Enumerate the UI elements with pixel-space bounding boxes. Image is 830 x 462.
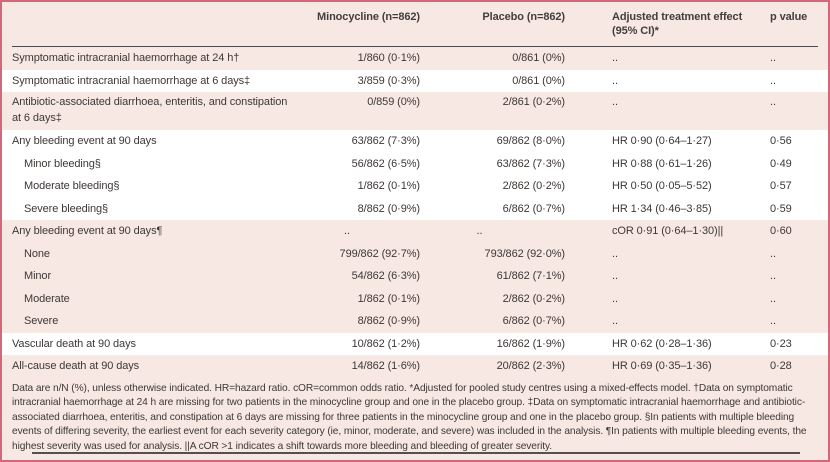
placebo-value: 793/862 (92·0%)	[484, 247, 566, 260]
minocycline-value: 3/859 (0·3%)	[357, 74, 420, 87]
p-value: 0·56	[770, 135, 792, 148]
table-row: Minor bleeding§ 56/862 (6·5%) 63/862 (7·…	[2, 152, 828, 175]
row-label: Severe bleeding§	[24, 202, 109, 215]
p-value: ..	[770, 270, 776, 283]
effect-value: ..	[612, 292, 618, 305]
row-label: All-cause death at 90 days	[12, 360, 140, 373]
table-row: Minor 54/862 (6·3%) 61/862 (7·1%) .. ..	[2, 265, 828, 288]
minocycline-value: 8/862 (0·9%)	[357, 202, 420, 215]
table-row: Any bleeding event at 90 days 63/862 (7·…	[2, 130, 828, 153]
minocycline-value: 54/862 (6·3%)	[351, 270, 421, 283]
row-label: Minor	[24, 270, 52, 283]
placebo-value: 2/862 (0·2%)	[502, 180, 565, 193]
minocycline-value: 14/862 (1·6%)	[351, 360, 421, 373]
effect-value: ..	[612, 74, 618, 87]
table-row: Severe bleeding§ 8/862 (0·9%) 6/862 (0·7…	[2, 197, 828, 220]
p-value: 0·23	[770, 337, 792, 350]
minocycline-value: 1/860 (0·1%)	[357, 52, 420, 65]
effect-value: HR 0·50 (0·05–5·52)	[612, 180, 712, 193]
header-minocycline: Minocycline (n=862)	[317, 11, 420, 23]
row-label: Any bleeding event at 90 days	[12, 135, 157, 148]
minocycline-value: 1/862 (0·1%)	[357, 292, 420, 305]
row-label: Moderate	[24, 292, 70, 305]
placebo-value: 20/862 (2·3%)	[496, 360, 566, 373]
effect-value: ..	[612, 96, 618, 108]
p-value: ..	[770, 292, 776, 305]
bottom-rule	[32, 452, 800, 454]
header-placebo: Placebo (n=862)	[482, 11, 565, 23]
minocycline-value: 10/862 (1·2%)	[351, 337, 421, 350]
placebo-value: 2/861 (0·2%)	[502, 96, 565, 108]
placebo-value: 6/862 (0·7%)	[502, 202, 565, 215]
table-row: Symptomatic intracranial haemorrhage at …	[2, 47, 828, 70]
header-adjusted-effect: Adjusted treatment effect (95% CI)*	[612, 11, 743, 37]
minocycline-value: 0/859 (0%)	[367, 96, 420, 108]
effect-value: ..	[612, 247, 618, 260]
minocycline-value: 799/862 (92·7%)	[339, 247, 421, 260]
minocycline-value: ..	[344, 225, 350, 238]
p-value: 0·49	[770, 157, 792, 170]
table-row: All-cause death at 90 days 14/862 (1·6%)…	[2, 355, 828, 378]
row-label: Severe	[24, 315, 59, 328]
effect-value: HR 1·34 (0·46–3·85)	[612, 202, 712, 215]
p-value: ..	[770, 52, 776, 65]
minocycline-value: 1/862 (0·1%)	[357, 180, 420, 193]
effect-value: ..	[612, 315, 618, 328]
effect-value: ..	[612, 52, 618, 65]
placebo-value: 2/862 (0·2%)	[502, 292, 565, 305]
row-label: Symptomatic intracranial haemorrhage at …	[12, 52, 240, 65]
row-label: Any bleeding event at 90 days¶	[12, 225, 163, 238]
table-row: None 799/862 (92·7%) 793/862 (92·0%) .. …	[2, 243, 828, 266]
row-label: Vascular death at 90 days	[12, 337, 136, 350]
minocycline-value: 63/862 (7·3%)	[351, 135, 421, 148]
effect-value: HR 0·62 (0·28–1·36)	[612, 337, 712, 350]
p-value: ..	[770, 247, 776, 260]
p-value: ..	[770, 96, 776, 108]
row-label: None	[24, 247, 50, 260]
table-footnote: Data are n/N (%), unless otherwise indic…	[12, 382, 807, 452]
placebo-value: 16/862 (1·9%)	[496, 337, 566, 350]
p-value: ..	[770, 315, 776, 328]
p-value: 0·57	[770, 180, 792, 193]
table-header: Minocycline (n=862) Placebo (n=862) Adju…	[2, 2, 828, 46]
table-row: Moderate bleeding§ 1/862 (0·1%) 2/862 (0…	[2, 175, 828, 198]
placebo-value: 6/862 (0·7%)	[502, 315, 565, 328]
placebo-value: 61/862 (7·1%)	[496, 270, 566, 283]
effect-value: HR 0·90 (0·64–1·27)	[612, 135, 712, 148]
table-row: Moderate 1/862 (0·1%) 2/862 (0·2%) .. ..	[2, 288, 828, 311]
table-row: Antibiotic-associated diarrhoea, enterit…	[2, 92, 828, 130]
p-value: 0·59	[770, 202, 792, 215]
minocycline-value: 8/862 (0·9%)	[357, 315, 420, 328]
table-row: Symptomatic intracranial haemorrhage at …	[2, 69, 828, 92]
placebo-value: ..	[476, 225, 483, 238]
p-value: 0·60	[770, 225, 792, 238]
placebo-value: 0/861 (0%)	[512, 52, 565, 65]
placebo-value: 69/862 (8·0%)	[496, 135, 566, 148]
row-label: Moderate bleeding§	[24, 180, 120, 193]
placebo-value: 0/861 (0%)	[512, 74, 565, 87]
p-value: ..	[770, 74, 776, 87]
placebo-value: 63/862 (7·3%)	[496, 157, 566, 170]
effect-value: HR 0·88 (0·61–1·26)	[612, 157, 712, 170]
table-row: Any bleeding event at 90 days¶ .. .. cOR…	[2, 220, 828, 243]
row-label: Antibiotic-associated diarrhoea, enterit…	[12, 96, 288, 124]
table-body: Symptomatic intracranial haemorrhage at …	[2, 47, 828, 378]
header-p-value: p value	[770, 11, 808, 23]
effect-value: HR 0·69 (0·35–1·36)	[612, 360, 712, 373]
effect-value: cOR 0·91 (0·64–1·30)||	[612, 225, 724, 238]
row-label: Symptomatic intracranial haemorrhage at …	[12, 74, 251, 87]
table-row: Severe 8/862 (0·9%) 6/862 (0·7%) .. ..	[2, 310, 828, 333]
p-value: 0·28	[770, 360, 792, 373]
table-row: Vascular death at 90 days 10/862 (1·2%) …	[2, 332, 828, 355]
header-divider	[12, 46, 818, 47]
minocycline-value: 56/862 (6·5%)	[351, 157, 421, 170]
row-label: Minor bleeding§	[24, 157, 101, 170]
effect-value: ..	[612, 270, 618, 283]
